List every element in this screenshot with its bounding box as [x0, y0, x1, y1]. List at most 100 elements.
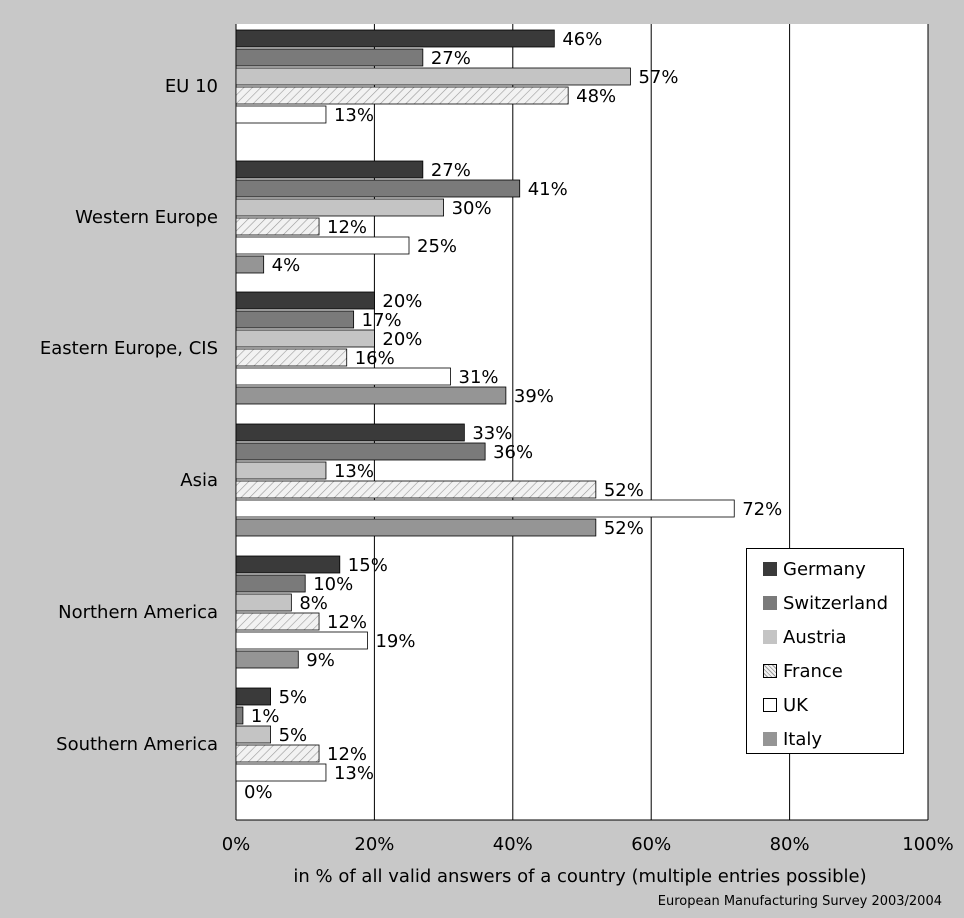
data-label: 12% — [327, 217, 367, 238]
bar-switzerland — [235, 310, 355, 329]
data-label: 33% — [472, 423, 512, 444]
bar-germany — [235, 160, 424, 179]
x-tick-label: 60% — [631, 834, 671, 855]
category-label: Southern America — [56, 734, 218, 755]
source-note: European Manufacturing Survey 2003/2004 — [657, 894, 942, 909]
bar-austria — [235, 67, 631, 86]
bar-italy — [235, 518, 597, 537]
bar-france — [235, 86, 569, 105]
bar-italy — [235, 386, 507, 405]
bar-france — [235, 744, 320, 763]
bar-uk — [235, 367, 451, 386]
data-label: 12% — [327, 612, 367, 633]
legend-item-austria: Austria — [763, 625, 847, 649]
bar-uk — [235, 631, 368, 650]
data-label: 48% — [576, 86, 616, 107]
x-axis-title: in % of all valid answers of a country (… — [293, 866, 867, 887]
legend-swatch — [763, 562, 777, 576]
data-label: 39% — [514, 386, 554, 407]
bar-austria — [235, 725, 271, 744]
data-label: 72% — [742, 499, 782, 520]
legend-swatch — [763, 732, 777, 746]
bar-france — [235, 217, 320, 236]
category-label: Asia — [180, 470, 218, 491]
bar-germany — [235, 423, 465, 442]
legend-item-uk: UK — [763, 693, 808, 717]
data-label: 5% — [279, 687, 308, 708]
bar-germany — [235, 291, 375, 310]
bar-uk — [235, 499, 735, 518]
bar-uk — [235, 763, 327, 782]
data-label: 16% — [355, 348, 395, 369]
data-label: 27% — [431, 160, 471, 181]
legend-swatch — [763, 630, 777, 644]
bar-uk — [235, 105, 327, 124]
data-label: 10% — [313, 574, 353, 595]
data-label: 20% — [382, 291, 422, 312]
bar-germany — [235, 555, 341, 574]
legend-label: Austria — [783, 626, 847, 648]
data-label: 27% — [431, 48, 471, 69]
bar-italy — [235, 255, 265, 274]
data-label: 20% — [382, 329, 422, 350]
x-tick-label: 40% — [493, 834, 533, 855]
data-label: 17% — [362, 310, 402, 331]
data-label: 52% — [604, 480, 644, 501]
data-label: 0% — [244, 782, 273, 803]
bar-austria — [235, 329, 375, 348]
bar-germany — [235, 29, 555, 48]
data-label: 1% — [251, 706, 280, 727]
x-tick-label: 20% — [354, 834, 394, 855]
legend-item-germany: Germany — [763, 557, 866, 581]
data-label: 4% — [272, 255, 301, 276]
legend-swatch — [763, 596, 777, 610]
legend-label: Italy — [783, 728, 823, 750]
data-label: 8% — [299, 593, 328, 614]
x-tick-label: 80% — [770, 834, 810, 855]
legend-swatch — [763, 664, 777, 678]
category-label: Northern America — [58, 602, 218, 623]
data-label: 25% — [417, 236, 457, 257]
bar-france — [235, 612, 320, 631]
bar-switzerland — [235, 574, 306, 593]
data-label: 13% — [334, 105, 374, 126]
category-label: Eastern Europe, CIS — [40, 338, 218, 359]
legend: Germany Switzerland Austria France UK Italy — [746, 548, 904, 754]
bar-germany — [235, 687, 271, 706]
legend-label: UK — [783, 694, 808, 716]
data-label: 13% — [334, 461, 374, 482]
category-label: EU 10 — [165, 76, 218, 97]
data-label: 41% — [528, 179, 568, 200]
data-label: 57% — [638, 67, 678, 88]
legend-item-switzerland: Switzerland — [763, 591, 888, 615]
x-tick-label: 0% — [222, 834, 251, 855]
data-label: 9% — [306, 650, 335, 671]
category-label: Western Europe — [75, 207, 218, 228]
bar-austria — [235, 198, 445, 217]
data-label: 12% — [327, 744, 367, 765]
legend-label: Germany — [783, 558, 866, 580]
bar-switzerland — [235, 179, 521, 198]
legend-item-france: France — [763, 659, 843, 683]
data-label: 31% — [459, 367, 499, 388]
legend-item-italy: Italy — [763, 727, 822, 751]
bar-switzerland — [235, 48, 424, 67]
legend-label: Switzerland — [783, 592, 888, 614]
bar-austria — [235, 461, 327, 480]
bar-france — [235, 348, 348, 367]
data-label: 19% — [375, 631, 415, 652]
data-label: 15% — [348, 555, 388, 576]
data-label: 36% — [493, 442, 533, 463]
bar-italy — [235, 650, 299, 669]
bar-switzerland — [235, 442, 486, 461]
bar-uk — [235, 236, 410, 255]
bar-france — [235, 480, 597, 499]
data-label: 52% — [604, 518, 644, 539]
data-label: 46% — [562, 29, 602, 50]
bar-austria — [235, 593, 292, 612]
data-label: 30% — [452, 198, 492, 219]
legend-label: France — [783, 660, 843, 682]
data-label: 5% — [279, 725, 308, 746]
